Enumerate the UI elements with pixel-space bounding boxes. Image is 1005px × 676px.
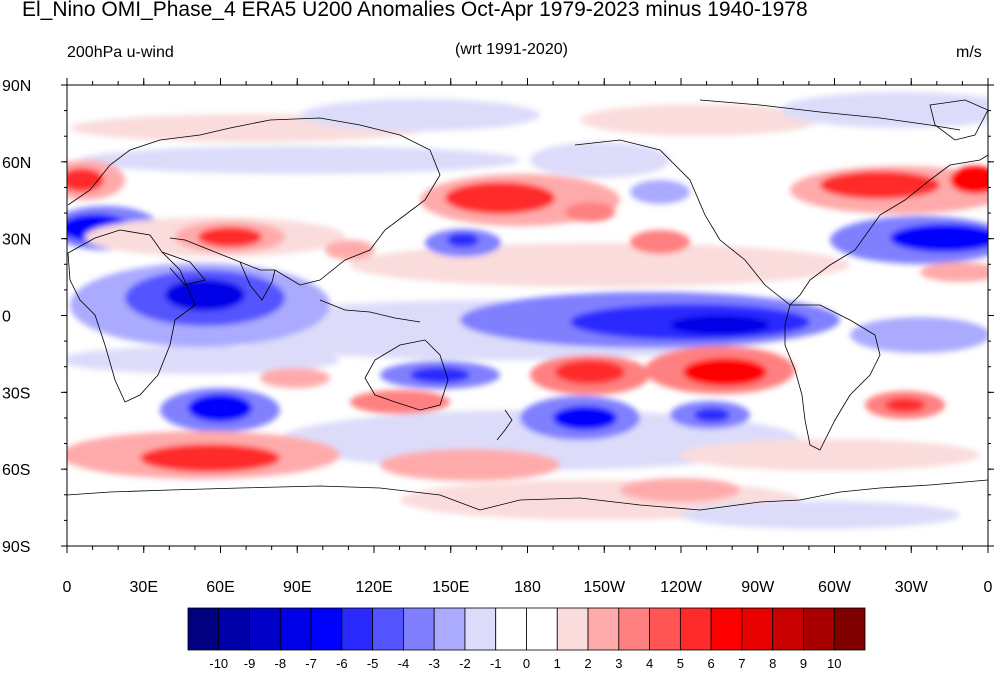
lat-tick-label: 60N [2,155,31,172]
colorbar-swatch [403,607,435,651]
colorbar-label: -10 [209,656,228,671]
colorbar-label: -5 [367,656,379,671]
colorbar-label: -7 [305,656,317,671]
colorbar-label: -3 [428,656,440,671]
lon-tick-label: 90W [741,579,775,596]
lat-tick-label: 60S [2,462,30,479]
lon-tick-label: 0 [63,579,72,596]
lon-tick-label: 180 [514,579,541,596]
lat-tick-label: 30N [2,232,31,249]
colorbar-swatch [279,607,312,651]
colorbar-swatch [495,607,527,651]
colorbar-swatch [587,607,620,651]
colorbar-label: -4 [398,656,410,671]
lat-tick-label: 90S [2,539,30,556]
anomaly-field [67,85,988,546]
colorbar-swatch [341,607,374,651]
colorbar-swatch [710,607,743,651]
colorbar-label: 1 [554,656,561,671]
latitude-axis: 90N 60N 30N 0 30S 60S 90S [2,78,31,556]
colorbar-swatch [372,607,404,651]
colorbar-swatch [464,607,497,651]
colorbar-label: -9 [244,656,256,671]
colorbar-label: 4 [646,656,653,671]
colorbar-label: 8 [769,656,776,671]
lon-tick-label: 60W [818,579,852,596]
colorbar-swatch [618,607,650,651]
reference-period-label: (wrt 1991-2020) [455,41,568,58]
colorbar-label: 10 [827,656,841,671]
coastlines [67,99,988,511]
colorbar-swatch [187,607,220,651]
colorbar-label: -2 [459,656,471,671]
longitude-axis: 0 30E 60E 90E 120E 150E 180 150W 120W 90W 60W 30W 0 [63,579,993,596]
lon-tick-label: 30W [895,579,929,596]
lat-tick-label: 90N [2,78,31,95]
axis-ticks [61,78,994,553]
lon-tick-label: 60E [206,579,234,596]
variable-label: 200hPa u-wind [67,44,174,61]
colorbar-label: 6 [708,656,715,671]
lat-tick-label: 0 [2,309,11,326]
lon-tick-label: 30E [130,579,158,596]
lat-tick-label: 30S [2,385,30,402]
units-label: m/s [956,44,982,61]
colorbar-label: 3 [615,656,622,671]
colorbar-label: 0 [523,656,530,671]
colorbar-swatch [249,607,281,651]
colorbar-label: 5 [677,656,684,671]
colorbar-label: 2 [584,656,591,671]
colorbar-swatch [833,607,866,651]
colorbar: -10 -9 -8 -7 -6 -5 -4 -3 -2 -1 0 1 2 3 4 5 6 7 8 9 10 [187,607,866,671]
lon-tick-label: 120E [355,579,392,596]
colorbar-swatch [679,607,712,651]
colorbar-label: 7 [738,656,745,671]
colorbar-swatch [310,607,343,651]
colorbar-swatch [433,607,466,651]
map-title: El_Nino OMI_Phase_4 ERA5 U200 Anomalies … [22,0,808,21]
colorbar-swatch [803,607,835,651]
colorbar-label: -1 [490,656,502,671]
lon-tick-label: 150W [583,579,626,596]
lon-tick-label: 120W [660,579,703,596]
colorbar-label: 9 [800,656,807,671]
colorbar-swatch [649,607,681,651]
colorbar-swatch [772,607,804,651]
colorbar-swatch [526,607,558,651]
colorbar-swatch [741,607,774,651]
colorbar-label: -6 [336,656,348,671]
colorbar-swatch [218,607,250,651]
lon-tick-label: 90E [283,579,311,596]
colorbar-label: -8 [275,656,287,671]
lon-tick-label: 150E [432,579,469,596]
colorbar-swatch [556,607,589,651]
lon-tick-label: 0 [984,579,993,596]
